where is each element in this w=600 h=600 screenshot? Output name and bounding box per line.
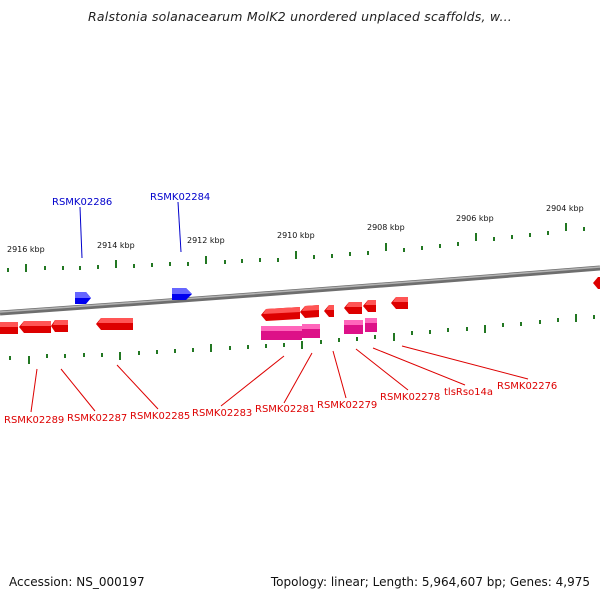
gene-edge-right[interactable] bbox=[593, 277, 600, 289]
gene-label-tlsRso14a[interactable]: tlsRso14a bbox=[444, 387, 493, 398]
scale-label: 2916 kbp bbox=[7, 245, 45, 254]
scale-label: 2910 kbp bbox=[277, 231, 315, 240]
gene-label-RSMK02289[interactable]: RSMK02289 bbox=[4, 415, 64, 426]
gene-label-RSMK02276[interactable]: RSMK02276 bbox=[497, 381, 557, 392]
gene-label-RSMK02284[interactable]: RSMK02284 bbox=[150, 192, 210, 203]
accession-text: Accession: NS_000197 bbox=[9, 575, 145, 589]
scale-label: 2912 kbp bbox=[187, 236, 225, 245]
gene-label-RSMK02285[interactable]: RSMK02285 bbox=[130, 411, 190, 422]
gene-label-RSMK02283[interactable]: RSMK02283 bbox=[192, 408, 252, 419]
scale-label: 2914 kbp bbox=[97, 241, 135, 250]
scale-label: 2904 kbp bbox=[546, 204, 584, 213]
gene-label-RSMK02279[interactable]: RSMK02279 bbox=[317, 400, 377, 411]
forward-genes bbox=[75, 288, 192, 304]
topology-text: Topology: linear; Length: 5,964,607 bp; … bbox=[270, 575, 590, 589]
gene-label-RSMK02286[interactable]: RSMK02286 bbox=[52, 197, 112, 208]
reverse-genes bbox=[0, 277, 600, 334]
map-title: Ralstonia solanacearum MolK2 unordered u… bbox=[88, 9, 512, 24]
scale-label: 2906 kbp bbox=[456, 214, 494, 223]
gene-label-RSMK02281[interactable]: RSMK02281 bbox=[255, 404, 315, 415]
scale-ticks-lower bbox=[9, 314, 595, 364]
gene-label-RSMK02287[interactable]: RSMK02287 bbox=[67, 413, 127, 424]
scale-ticks-upper bbox=[7, 223, 585, 272]
rna-genes bbox=[261, 318, 377, 340]
forward-gene-labels: RSMK02286 RSMK02284 bbox=[52, 192, 210, 259]
genome-backbone bbox=[0, 265, 600, 316]
scale-label: 2908 kbp bbox=[367, 223, 405, 232]
reverse-gene-labels bbox=[30, 345, 529, 413]
scale-labels: 2916 kbp 2914 kbp 2912 kbp 2910 kbp 2908… bbox=[7, 204, 584, 254]
gene-label-RSMK02278[interactable]: RSMK02278 bbox=[380, 392, 440, 403]
